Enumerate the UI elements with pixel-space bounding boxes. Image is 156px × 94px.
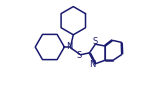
Text: N: N xyxy=(66,42,73,51)
Text: S: S xyxy=(76,51,82,60)
Text: N: N xyxy=(89,60,96,69)
Text: S: S xyxy=(92,37,98,46)
